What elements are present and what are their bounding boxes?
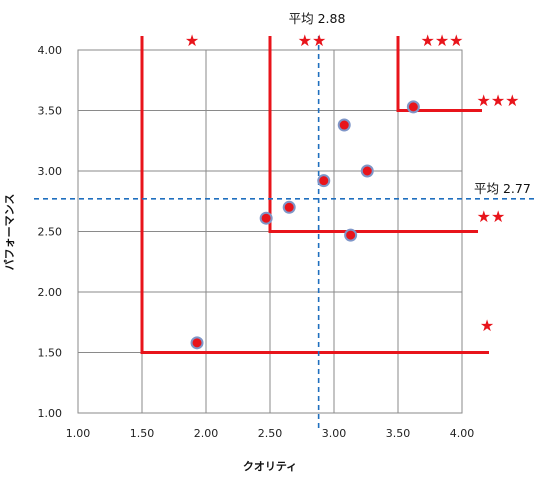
data-points [190,100,420,350]
tier-boundary-line [140,36,489,354]
y-tick-label: 1.50 [38,347,63,360]
data-point [337,118,351,132]
y-tick-label: 2.50 [38,226,63,239]
tier-star-right: ★★★ [476,91,519,110]
average-y-label: 平均 2.77 [474,181,531,196]
tier-boundary-line [396,36,482,112]
data-point [282,200,296,214]
data-point [406,100,420,114]
tier-star-top: ★ [185,31,199,50]
x-tick-label: 1.00 [66,427,91,440]
y-tick-label: 1.00 [38,407,63,420]
average-lines: 平均 2.88 平均 2.77 [34,11,536,428]
y-tick-labels: 1.00 1.50 2.00 2.50 3.00 3.50 4.00 [38,44,63,420]
data-point [344,228,358,242]
tier-star-top: ★★★ [420,31,463,50]
y-tick-label: 2.00 [38,286,63,299]
x-tick-labels: 1.00 1.50 2.00 2.50 3.00 3.50 4.00 [66,427,475,440]
y-tick-label: 3.50 [38,105,63,118]
x-tick-label: 2.00 [194,427,219,440]
data-point [317,174,331,188]
tier-boundaries [140,36,489,354]
data-point [190,336,204,350]
tier-boundary-line [268,36,478,233]
x-tick-label: 3.50 [386,427,411,440]
tier-star-right: ★ [480,316,494,335]
y-axis-title: パフォーマンス [3,194,16,271]
x-tick-label: 3.00 [322,427,347,440]
data-point [259,211,273,225]
x-tick-label: 1.50 [130,427,155,440]
average-x-label: 平均 2.88 [289,11,346,26]
star-labels: ★ ★★ ★★★★★★★★★ [185,31,520,335]
data-point [360,164,374,178]
tier-star-top: ★★ [298,31,327,50]
tier-star-right: ★★ [477,207,506,226]
y-tick-label: 4.00 [38,44,63,57]
x-axis-title: クオリティ [243,460,297,473]
x-tick-label: 4.00 [450,427,475,440]
y-tick-label: 3.00 [38,165,63,178]
x-tick-label: 2.50 [258,427,283,440]
